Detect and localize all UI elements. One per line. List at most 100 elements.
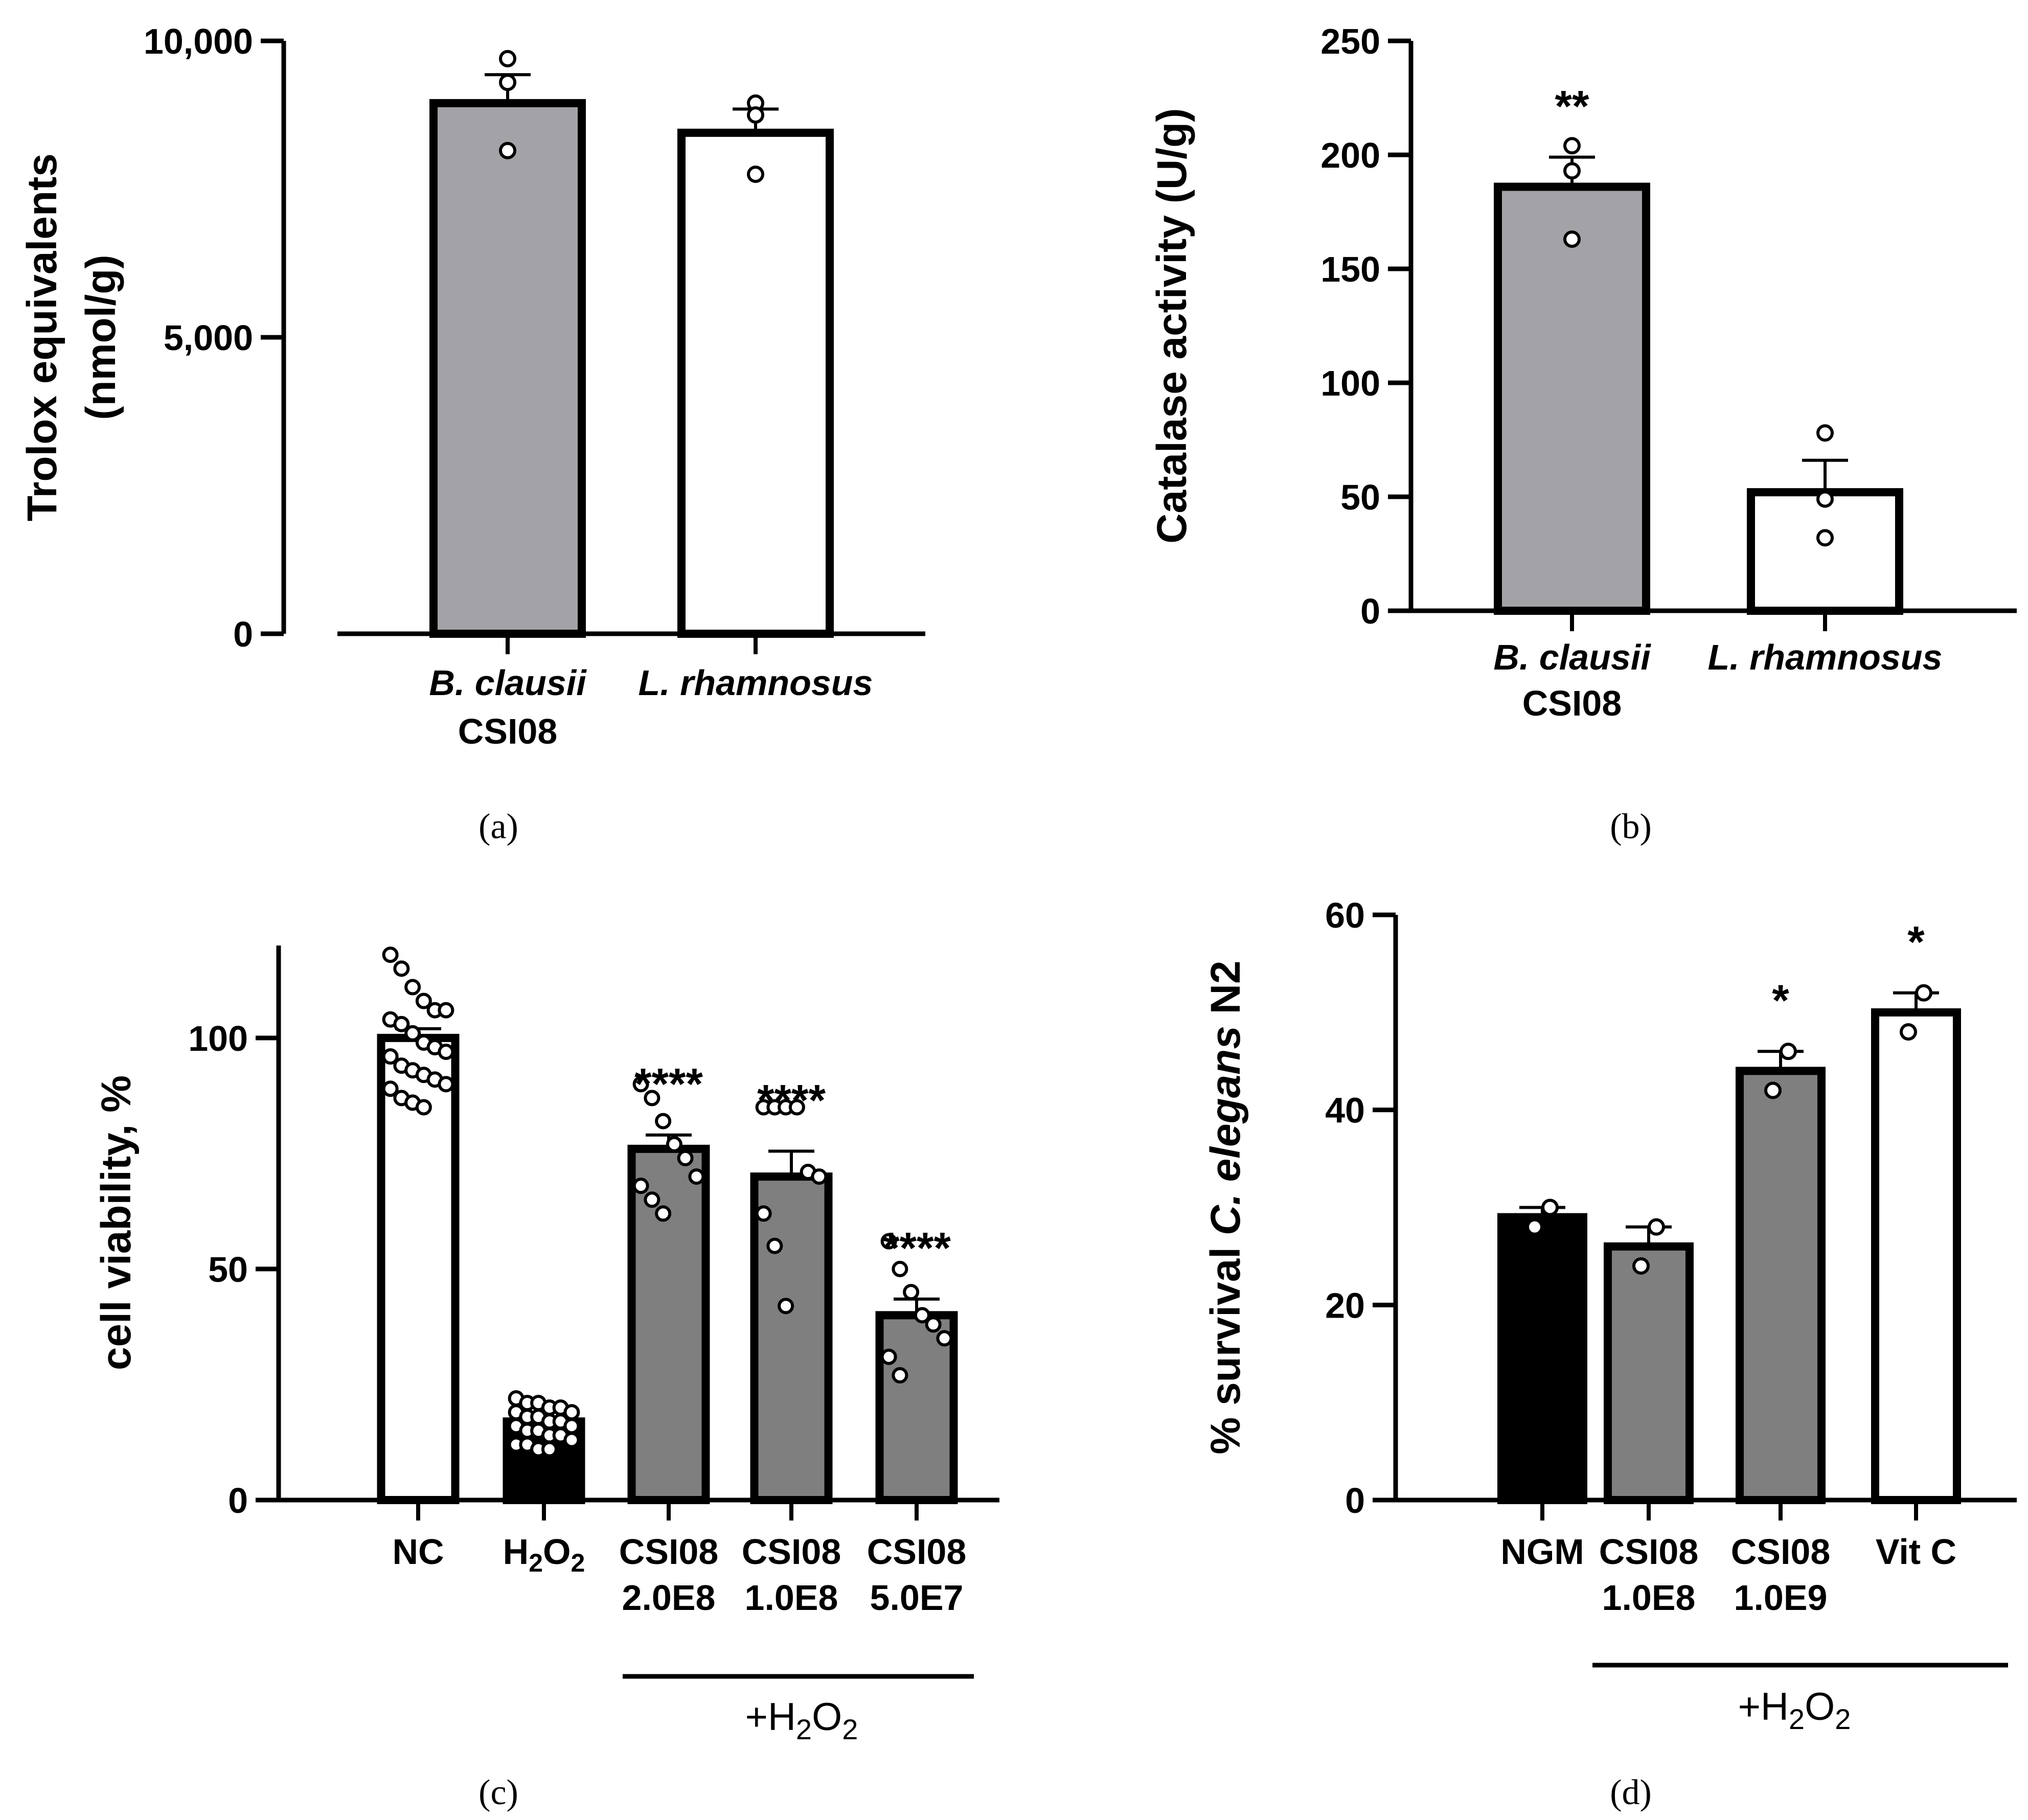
- panel-c-bar: [627, 1144, 710, 1504]
- panel-a-y-axis-label: Trolox equivalents: [19, 153, 65, 521]
- panel-d-category-label-line2: 1.0E9: [1734, 1578, 1828, 1618]
- panel-d-data-point: [1526, 1218, 1543, 1236]
- panel-b-category-label: B. clausii: [1493, 637, 1651, 677]
- panel-c-category-label: CSI08: [619, 1532, 719, 1572]
- panel-c-significance-marker: ****: [757, 1076, 826, 1125]
- panel-c-data-point: [404, 979, 421, 996]
- panel-d-category-label: NGM: [1500, 1532, 1584, 1572]
- panel-b-data-point: [1563, 162, 1581, 180]
- panel-b-y-tick-label: 100: [1320, 363, 1380, 403]
- panel-d-y-axis-label: % survival C. elegans N2: [1202, 960, 1249, 1454]
- panel-d-data-point: [1764, 1081, 1782, 1099]
- panel-c-data-point: [438, 1076, 454, 1093]
- panel-c-data-point: [892, 1367, 908, 1384]
- panel-c-data-point: [925, 1316, 942, 1333]
- panel-a-data-point: [499, 74, 516, 91]
- panel-c-data-point: [936, 1330, 953, 1347]
- panel-a-bar: [429, 99, 586, 638]
- panel-d-category-label: Vit C: [1876, 1532, 1956, 1572]
- panel-d-data-point: [1900, 1023, 1917, 1041]
- panel-c-data-point: [688, 1168, 705, 1185]
- panel-d-bar: [1871, 1008, 1961, 1505]
- panel-b-y-tick-label: 150: [1320, 249, 1380, 289]
- panel-a-data-point: [499, 142, 516, 159]
- panel-c-data-point: [644, 1090, 660, 1107]
- panel-a-y-tick-label: 5,000: [164, 318, 253, 358]
- panel-b-y-tick-label: 250: [1320, 21, 1380, 61]
- panel-c-data-point: [438, 1043, 454, 1060]
- panel-c-data-point: [541, 1441, 558, 1458]
- panel-d-treatment-label: +H2O2: [1738, 1685, 1851, 1735]
- panel-a-bar: [677, 128, 834, 638]
- panel-a-category-label: B. clausii: [429, 663, 587, 703]
- panel-c-data-point: [766, 1237, 783, 1254]
- panel-b-data-point: [1816, 490, 1834, 508]
- panel-a-data-point: [499, 50, 516, 67]
- panel-a-data-point: [747, 166, 764, 183]
- panel-b-y-tick-label: 50: [1340, 477, 1380, 517]
- panel-d-category-label: CSI08: [1599, 1532, 1699, 1572]
- panel-d-label: (d): [1610, 1773, 1652, 1812]
- panel-c-data-point: [903, 1284, 920, 1301]
- panel-c-data-point: [382, 1048, 399, 1065]
- panel-c-y-tick-label: 0: [228, 1481, 248, 1520]
- panel-d-bar: [1604, 1242, 1694, 1504]
- panel-d-data-point: [1780, 1043, 1797, 1061]
- panel-a-y-axis-label-line2: (nmol/g): [78, 255, 124, 420]
- panel-c-data-point: [438, 1002, 454, 1019]
- panel-c-category-label: CSI08: [867, 1532, 967, 1572]
- panel-a-label: (a): [478, 807, 518, 846]
- panel-b-label: (b): [1610, 807, 1652, 846]
- panel-c-treatment-label: +H2O2: [745, 1695, 858, 1745]
- panel-c-data-point: [880, 1233, 897, 1250]
- panel-c-category-label: H2O2: [503, 1532, 585, 1577]
- panel-d-data-point: [1915, 984, 1932, 1002]
- panel-d-data-point: [1648, 1218, 1665, 1236]
- panel-c-category-label-line2: 2.0E8: [622, 1578, 716, 1618]
- panel-b-data-point: [1563, 137, 1581, 155]
- panel-d-category-label: CSI08: [1731, 1532, 1831, 1572]
- panel-c-bar: [750, 1172, 833, 1504]
- panel-c-data-point: [677, 1149, 694, 1166]
- panel-d-y-tick-label: 40: [1325, 1091, 1365, 1131]
- panel-d-bar: [1497, 1213, 1587, 1504]
- panel-a-category-label: L. rhamnosus: [639, 663, 873, 703]
- panel-c-data-point: [778, 1298, 794, 1315]
- panel-c-data-point: [880, 1348, 897, 1365]
- panel-c-y-tick-label: 100: [188, 1019, 248, 1058]
- panel-c-data-point: [788, 1099, 805, 1116]
- panel-d-y-tick-label: 60: [1325, 895, 1365, 935]
- panel-c-category-label-line2: 5.0E7: [870, 1578, 964, 1618]
- panel-c-data-point: [382, 1080, 399, 1097]
- panel-c-data-point: [404, 1025, 421, 1042]
- panel-c-data-point: [644, 1191, 660, 1208]
- panel-b-category-label: L. rhamnosus: [1708, 637, 1943, 677]
- panel-d-y-tick-label: 20: [1325, 1285, 1365, 1325]
- panel-a-y-tick-label: 10,000: [144, 21, 253, 61]
- panel-b-y-tick-label: 0: [1360, 591, 1380, 631]
- panel-b-category-label-line2: CSI08: [1522, 683, 1622, 723]
- panel-b-data-point: [1563, 231, 1581, 248]
- panel-c-data-point: [632, 1076, 649, 1093]
- panel-c-data-point: [415, 993, 432, 1009]
- panel-c-data-point: [655, 1113, 672, 1130]
- panel-d-chart: 0 20 40 60 % survival C. elegans N2 NGM CSI08 1…: [1202, 895, 2017, 1618]
- panel-c-y-tick-label: 50: [208, 1250, 248, 1289]
- panel-c-y-axis-label: cell viability, %: [93, 1075, 140, 1370]
- panel-c-label: (c): [478, 1773, 518, 1812]
- panel-c-data-point: [892, 1260, 908, 1277]
- panel-c-data-point: [382, 947, 399, 963]
- panel-d-data-point: [1541, 1199, 1559, 1216]
- panel-c-data-point: [632, 1178, 649, 1194]
- panel-c-category-label-line2: 1.0E8: [745, 1578, 838, 1618]
- panel-c-category-label: NC: [392, 1532, 444, 1572]
- panel-c-category-label: CSI08: [742, 1532, 841, 1572]
- panel-a-category-label-line2: CSI08: [458, 711, 558, 751]
- panel-c-data-point: [811, 1168, 828, 1185]
- panel-d-category-label-line2: 1.0E8: [1602, 1578, 1696, 1618]
- panel-c-data-point: [666, 1136, 682, 1153]
- panel-b-data-point: [1816, 424, 1834, 442]
- panel-b-bar: [1747, 488, 1903, 615]
- panel-d-significance-marker: *: [1907, 918, 1925, 967]
